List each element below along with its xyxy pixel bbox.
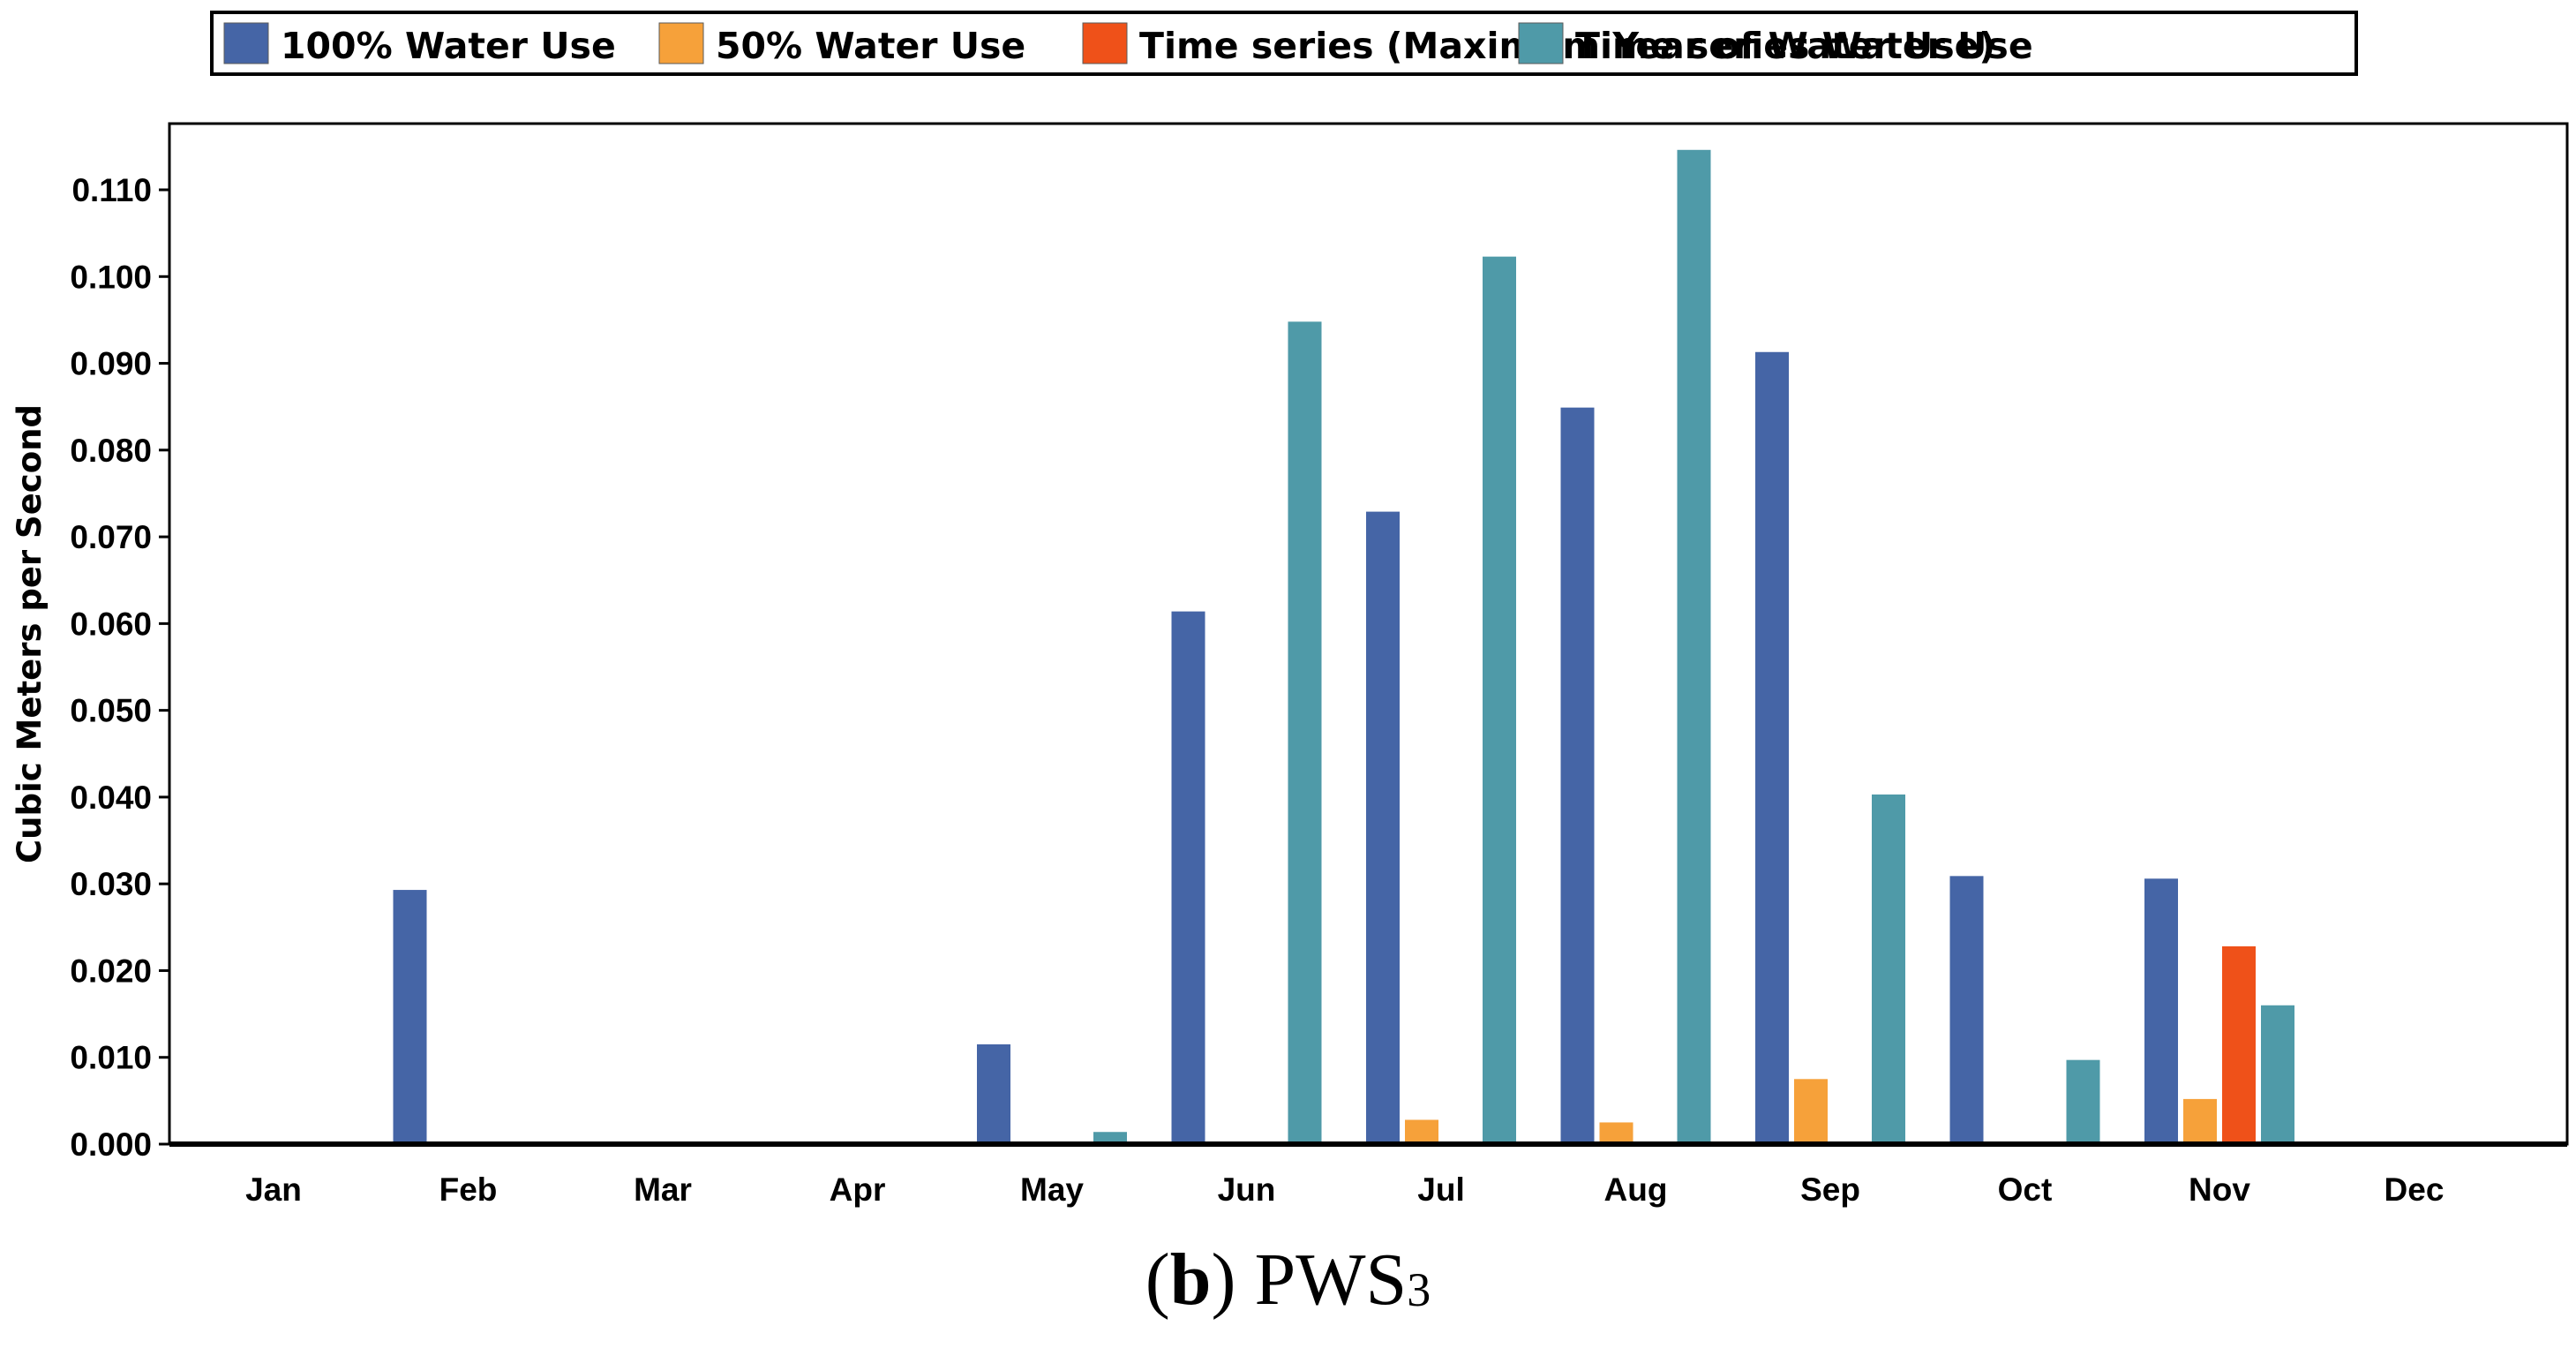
y-tick-label: 0.020	[70, 953, 152, 989]
y-tick-label: 0.000	[70, 1126, 152, 1163]
x-tick-label: Feb	[439, 1171, 498, 1208]
bar-time-series-water-use-jul	[1483, 256, 1516, 1144]
bar-time-series-water-use-jun	[1288, 321, 1322, 1145]
legend-item: Time series (Maximum Year of Water Use)	[1082, 22, 1995, 67]
legend-swatch	[1082, 22, 1128, 64]
bar-time-series-water-use-may	[1093, 1132, 1127, 1144]
x-tick-label: Jul	[1417, 1171, 1464, 1208]
bar-time-series-water-use-aug	[1677, 149, 1711, 1144]
caption-label: b	[1169, 1239, 1212, 1321]
x-tick-label: Jan	[245, 1171, 302, 1208]
y-tick-label: 0.070	[70, 519, 152, 555]
x-tick-label: Nov	[2189, 1171, 2250, 1208]
bar-100-water-use-nov	[2144, 878, 2178, 1144]
legend-swatch	[223, 22, 269, 64]
bar-50-water-use-jul	[1405, 1119, 1438, 1144]
bar-time-series-water-use-sep	[1872, 794, 1905, 1144]
x-tick-label: Jun	[1218, 1171, 1276, 1208]
y-tick-label: 0.060	[70, 606, 152, 642]
y-tick-label: 0.100	[70, 259, 152, 295]
y-axis: 0.000 0.010 0.020 0.030 0.040 0.050 0.060 0.070…	[70, 172, 169, 1163]
bar-100-water-use-jul	[1366, 511, 1400, 1144]
y-axis-label: Cubic Meters per Second	[11, 404, 49, 863]
caption-subscript: 3	[1407, 1263, 1431, 1316]
y-tick-label: 0.030	[70, 866, 152, 902]
legend-label: Time series Water Use	[1575, 25, 2033, 67]
legend-item: 100% Water Use	[223, 22, 616, 67]
figure-caption: (b) PWS3	[1145, 1239, 1431, 1321]
x-tick-label: Oct	[1998, 1171, 2053, 1208]
x-tick-label: Sep	[1800, 1171, 1860, 1208]
y-tick-label: 0.050	[70, 693, 152, 729]
legend-item: 50% Water Use	[658, 22, 1025, 67]
x-tick-label: May	[1020, 1171, 1084, 1208]
legend-label: 50% Water Use	[716, 25, 1025, 67]
y-tick-label: 0.090	[70, 346, 152, 382]
x-tick-label: Aug	[1604, 1171, 1668, 1208]
bar-100-water-use-feb	[393, 890, 427, 1144]
y-tick-label: 0.110	[71, 172, 152, 208]
legend-swatch	[1518, 22, 1564, 64]
legend-swatch	[658, 22, 704, 64]
y-tick-label: 0.040	[70, 780, 152, 816]
y-tick-label: 0.010	[70, 1040, 152, 1076]
bar-time-series-water-use-oct	[2066, 1059, 2100, 1144]
legend-label: 100% Water Use	[281, 25, 616, 67]
bar-50-water-use-sep	[1794, 1079, 1828, 1144]
bars-layer	[393, 149, 2294, 1145]
legend-label: Time series (Maximum Year of Water Use)	[1139, 25, 1995, 67]
x-axis: Jan Feb Mar Apr May Jun Jul Aug Sep Oct Nov Dec	[245, 1171, 2444, 1208]
caption-text: PWS	[1254, 1239, 1408, 1321]
bar-50-water-use-nov	[2183, 1098, 2217, 1144]
y-tick-label: 0.080	[70, 433, 152, 469]
bar-100-water-use-may	[977, 1043, 1010, 1144]
bar-100-water-use-jun	[1171, 611, 1205, 1144]
x-tick-label: Mar	[634, 1171, 692, 1208]
legend-item: Time series Water Use	[1518, 22, 2033, 67]
bar-50-water-use-aug	[1599, 1122, 1633, 1144]
x-tick-label: Apr	[830, 1171, 886, 1208]
bar-100-water-use-aug	[1560, 407, 1595, 1144]
legend: 100% Water Use 50% Water Use Time series (…	[223, 22, 2033, 67]
x-tick-label: Dec	[2384, 1171, 2445, 1208]
bar-100-water-use-oct	[1949, 876, 1984, 1144]
legend-box	[210, 11, 2358, 76]
bar-time-series-maximum-year-of-water-use-nov	[2222, 945, 2256, 1144]
bar-time-series-water-use-nov	[2261, 1005, 2294, 1144]
bar-100-water-use-sep	[1755, 351, 1789, 1144]
